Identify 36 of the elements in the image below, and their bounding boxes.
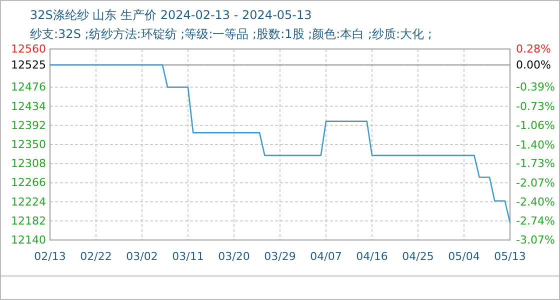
- y2-tick-label: -3.07%: [516, 234, 555, 247]
- x-tick-label: 05/04: [448, 250, 480, 263]
- y-tick-label: 12525: [11, 58, 46, 72]
- chart-subtitle: 纱支:32S ;纺纱方法:环锭纺 ;等级:一等品 ;股数:1股 ;颜色:本白 ;纱质:大化 ;: [30, 27, 432, 41]
- y2-tick-label: 0.00%: [516, 58, 551, 72]
- y2-tick-label: -2.40%: [516, 195, 555, 208]
- y-tick-label: 12140: [11, 234, 46, 247]
- y-tick-label: 12266: [11, 176, 46, 190]
- y2-tick-label: -2.74%: [516, 214, 555, 228]
- x-tick-label: 05/13: [494, 250, 526, 263]
- x-tick-label: 04/07: [310, 250, 342, 263]
- y-tick-label: 12224: [11, 195, 46, 208]
- y2-tick-label: -0.73%: [516, 100, 555, 114]
- y2-tick-label: 0.28%: [516, 42, 551, 56]
- y-tick-label: 12560: [11, 42, 46, 56]
- x-tick-label: 03/02: [126, 250, 158, 263]
- x-tick-label: 04/25: [402, 250, 434, 263]
- x-tick-label: 03/20: [218, 250, 250, 263]
- y-tick-label: 12308: [11, 157, 46, 170]
- x-tick-label: 02/13: [34, 250, 66, 263]
- y2-tick-label: -0.39%: [516, 80, 555, 94]
- chart-title: 32S涤纶纱 山东 生产价 2024-02-13 - 2024-05-13: [30, 8, 312, 22]
- x-tick-label: 03/29: [264, 250, 296, 263]
- y-tick-label: 12350: [11, 138, 46, 152]
- x-tick-label: 04/16: [356, 250, 388, 263]
- y2-tick-label: -2.07%: [516, 176, 555, 190]
- y-tick-label: 12476: [11, 80, 46, 94]
- y2-tick-label: -1.40%: [516, 138, 555, 152]
- y-tick-label: 12434: [11, 100, 46, 113]
- y2-tick-label: -1.73%: [516, 157, 555, 170]
- x-tick-label: 02/22: [80, 250, 112, 263]
- line-series: [49, 64, 511, 224]
- y2-tick-label: -1.06%: [516, 118, 555, 132]
- y-tick-label: 12392: [11, 118, 46, 132]
- x-tick-label: 03/11: [172, 250, 204, 263]
- y-tick-label: 12182: [11, 214, 46, 228]
